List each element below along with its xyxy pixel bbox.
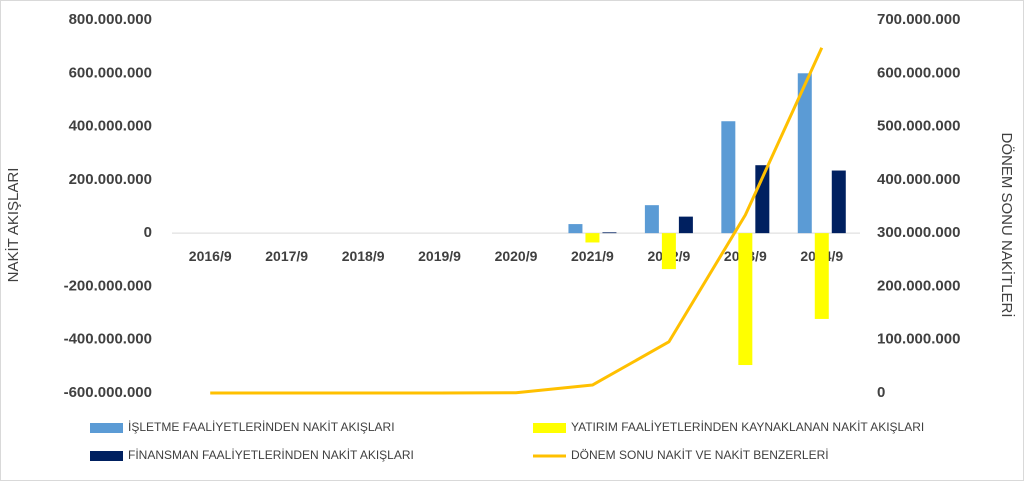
y-tick-label: 200.000.000 — [69, 171, 152, 188]
y-tick-label: 600.000.000 — [69, 64, 152, 81]
y2-tick-label: 300.000.000 — [877, 224, 960, 241]
legend-label: DÖNEM SONU NAKİT VE NAKİT BENZERLERİ — [571, 448, 829, 462]
y2-tick-label: 200.000.000 — [877, 277, 960, 294]
x-tick-label: 2016/9 — [189, 248, 232, 264]
bar — [678, 216, 693, 234]
bar — [738, 233, 753, 366]
y-axis-title: NAKİT AKIŞLARI — [4, 168, 22, 283]
y2-tick-label: 100.000.000 — [877, 331, 960, 348]
bar — [602, 232, 617, 234]
legend-swatch — [90, 451, 123, 461]
bar — [814, 233, 829, 319]
legend-swatch — [533, 423, 566, 433]
legend-label: FİNANSMAN FAALİYETLERİNDEN NAKİT AKIŞLAR… — [128, 448, 414, 462]
y2-tick-label: 500.000.000 — [877, 118, 960, 135]
x-tick-label: 2018/9 — [342, 248, 385, 264]
y-tick-label: -600.000.000 — [64, 384, 152, 401]
x-tick-label: 2021/9 — [571, 248, 614, 264]
y-tick-label: -400.000.000 — [64, 331, 152, 348]
y2-tick-label: 700.000.000 — [877, 11, 960, 28]
legend-label: İŞLETME FAALİYETLERİNDEN NAKİT AKIŞLARI — [128, 420, 395, 434]
x-tick-label: 2020/9 — [495, 248, 538, 264]
bar — [797, 73, 812, 234]
y-tick-label: 800.000.000 — [69, 11, 152, 28]
legend-label: YATIRIM FAALİYETLERİNDEN KAYNAKLANAN NAK… — [571, 420, 924, 434]
legend-swatch — [90, 423, 123, 433]
bar — [721, 121, 736, 234]
x-tick-label: 2019/9 — [418, 248, 461, 264]
line — [210, 47, 824, 395]
x-tick-label: 2017/9 — [265, 248, 308, 264]
bar — [661, 233, 676, 270]
y2-axis-title: DÖNEM SONU NAKİTLERİ — [998, 132, 1016, 317]
y-tick-label: 0 — [144, 224, 152, 241]
y-tick-label: -200.000.000 — [64, 277, 152, 294]
y2-tick-label: 0 — [877, 384, 885, 401]
y2-tick-label: 600.000.000 — [877, 64, 960, 81]
bar — [831, 170, 846, 234]
bar — [585, 233, 600, 243]
bar — [568, 224, 583, 234]
bar — [644, 205, 659, 234]
y2-tick-label: 400.000.000 — [877, 171, 960, 188]
y-tick-label: 400.000.000 — [69, 118, 152, 135]
